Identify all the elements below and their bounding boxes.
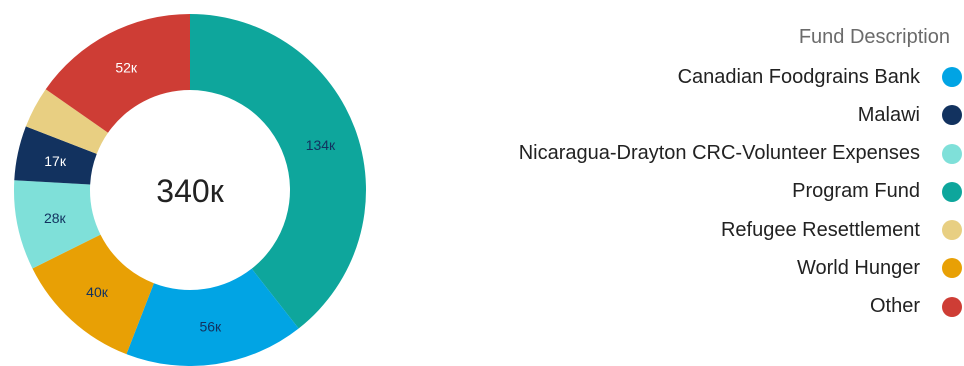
slice-label-other: 52к	[115, 60, 138, 76]
donut-slice-malawi[interactable]	[14, 126, 97, 185]
legend-label: Other	[869, 295, 920, 318]
legend-item-malawi[interactable]: Malawi	[364, 103, 964, 126]
donut-slice-labels: 134к 56к 40к 28к 17к 52к	[44, 60, 336, 335]
donut-slice-world-hunger[interactable]	[32, 234, 154, 355]
legend-label: Nicaragua-Drayton CRC-Volunteer Expenses	[518, 142, 920, 165]
donut-slice-refugee-resettlement[interactable]	[25, 89, 109, 154]
legend-color-dot	[942, 296, 962, 317]
donut-slice-nicaragua-drayton-crc-volunteer-expenses[interactable]	[14, 180, 101, 269]
donut-slice-other[interactable]	[45, 14, 190, 133]
legend-color-dot	[942, 67, 962, 87]
legend: Fund Description Canadian Foodgrains Ban…	[364, 26, 964, 335]
slice-label-world-hunger: 40к	[86, 284, 109, 300]
legend-item-canadian-foodgrains-bank[interactable]: Canadian Foodgrains Bank	[364, 65, 964, 88]
center-total-label: 340к	[156, 173, 224, 209]
slice-label-malawi: 17к	[44, 153, 67, 169]
donut-slice-program-fund[interactable]	[190, 14, 366, 329]
donut-slices	[14, 14, 366, 366]
legend-label: Malawi	[857, 103, 920, 126]
legend-label: World Hunger	[796, 256, 920, 279]
legend-color-dot	[942, 258, 962, 279]
legend-item-program-fund[interactable]: Program Fund	[364, 180, 964, 203]
donut-slice-canadian-foodgrains-bank[interactable]	[126, 268, 299, 366]
legend-title: Fund Description	[798, 26, 950, 48]
donut-chart: 134к 56к 40к 28к 17к 52к 340к	[14, 14, 366, 366]
legend-label: Program Fund	[792, 180, 920, 203]
legend-item-nicaragua-drayton-crc-volunteer-expenses[interactable]: Nicaragua-Drayton CRC-Volunteer Expenses	[364, 142, 964, 165]
slice-label-nicaragua-drayton-crc-volunteer-expenses: 28к	[44, 210, 67, 226]
slice-label-program-fund: 134к	[306, 137, 336, 153]
legend-item-world-hunger[interactable]: World Hunger	[364, 256, 964, 279]
legend-label: Canadian Foodgrains Bank	[677, 65, 920, 88]
legend-color-dot	[942, 181, 962, 202]
legend-color-dot	[942, 105, 962, 126]
slice-label-canadian-foodgrains-bank: 56к	[199, 318, 222, 334]
legend-item-refugee-resettlement[interactable]: Refugee Resettlement	[364, 218, 964, 241]
legend-items: Canadian Foodgrains Bank Malawi Nicaragua-…	[364, 65, 964, 318]
legend-color-dot	[942, 220, 962, 241]
legend-item-other[interactable]: Other	[364, 295, 964, 318]
legend-label: Refugee Resettlement	[720, 218, 920, 241]
legend-color-dot	[942, 143, 962, 164]
